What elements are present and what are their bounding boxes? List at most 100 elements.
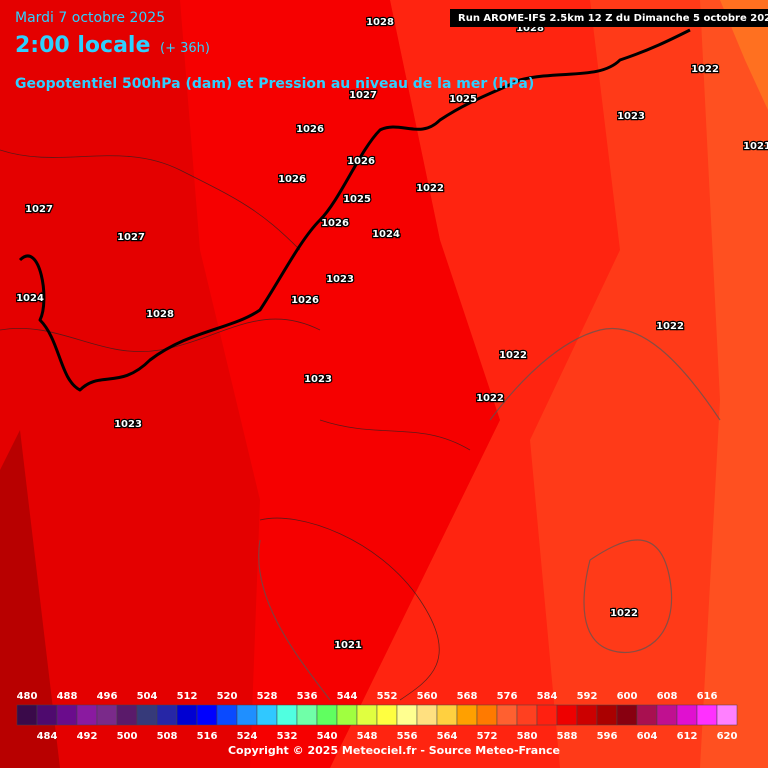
scale-label: 568 — [457, 691, 478, 702]
scale-swatch — [276, 704, 298, 726]
pressure-label: 1022 — [691, 64, 719, 75]
pressure-label: 1021 — [743, 141, 768, 152]
scale-label: 516 — [197, 731, 218, 742]
pressure-label: 1022 — [416, 183, 444, 194]
pressure-label: 1026 — [321, 218, 349, 229]
pressure-label: 1026 — [347, 156, 375, 167]
field-zone — [530, 0, 768, 768]
scale-swatch — [236, 704, 258, 726]
pressure-label: 1026 — [278, 174, 306, 185]
pressure-label: 1027 — [349, 90, 377, 101]
isohypse — [18, 28, 691, 392]
pressure-label: 1022 — [499, 350, 527, 361]
scale-swatch — [636, 704, 658, 726]
pressure-label: 1023 — [114, 419, 142, 430]
field-zone — [0, 430, 60, 768]
scale-swatch — [396, 704, 418, 726]
scale-label: 532 — [277, 731, 298, 742]
pressure-label: 1028 — [146, 309, 174, 320]
run-info: Run AROME-IFS 2.5km 12 Z du Dimanche 5 o… — [458, 13, 768, 24]
scale-label: 560 — [417, 691, 438, 702]
scale-label: 592 — [577, 691, 598, 702]
scale-swatch — [536, 704, 558, 726]
scale-label: 536 — [297, 691, 318, 702]
scale-label: 524 — [237, 731, 258, 742]
scale-swatch — [676, 704, 698, 726]
scale-label: 504 — [137, 691, 158, 702]
scale-swatch — [116, 704, 138, 726]
scale-label: 484 — [37, 731, 58, 742]
scale-label: 544 — [337, 691, 358, 702]
copyright: Copyright © 2025 Meteociel.fr - Source M… — [228, 744, 560, 757]
subtitle: Geopotentiel 500hPa (dam) et Pression au… — [15, 76, 534, 92]
scale-swatch — [196, 704, 218, 726]
scale-swatch — [56, 704, 78, 726]
scale-label: 572 — [477, 731, 498, 742]
scale-swatch — [76, 704, 98, 726]
pressure-label: 1026 — [296, 124, 324, 135]
scale-swatch — [616, 704, 638, 726]
scale-swatch — [696, 704, 718, 726]
scale-label: 580 — [517, 731, 538, 742]
pressure-label: 1025 — [343, 194, 371, 205]
scale-swatch — [316, 704, 338, 726]
scale-swatch — [136, 704, 158, 726]
scale-label: 548 — [357, 731, 378, 742]
scale-swatch — [156, 704, 178, 726]
scale-label: 616 — [697, 691, 718, 702]
scale-label: 576 — [497, 691, 518, 702]
run-box — [450, 9, 768, 27]
scale-label: 612 — [677, 731, 698, 742]
scale-label: 608 — [657, 691, 678, 702]
scale-label: 620 — [717, 731, 738, 742]
scale-swatch — [96, 704, 118, 726]
scale-label: 540 — [317, 731, 338, 742]
pressure-label: 1024 — [16, 293, 44, 304]
date: Mardi 7 octobre 2025 — [15, 10, 165, 26]
pressure-label: 1021 — [334, 640, 362, 651]
scale-swatch — [496, 704, 518, 726]
scale-swatch — [256, 704, 278, 726]
pressure-label: 1022 — [610, 608, 638, 619]
scale-swatch — [516, 704, 538, 726]
scale-swatch — [596, 704, 618, 726]
scale-label: 480 — [17, 691, 38, 702]
scale-swatch — [176, 704, 198, 726]
pressure-label: 1023 — [617, 111, 645, 122]
scale-swatch — [336, 704, 358, 726]
scale-swatch — [556, 704, 578, 726]
pressure-label: 1025 — [449, 94, 477, 105]
scale-swatch — [656, 704, 678, 726]
scale-swatch — [216, 704, 238, 726]
scale-label: 564 — [437, 731, 458, 742]
pressure-label: 1023 — [304, 374, 332, 385]
scale-swatch — [576, 704, 598, 726]
scale-label: 520 — [217, 691, 238, 702]
scale-label: 584 — [537, 691, 558, 702]
scale-label: 552 — [377, 691, 398, 702]
scale-label: 500 — [117, 731, 138, 742]
scale-swatch — [296, 704, 318, 726]
scale-swatch — [456, 704, 478, 726]
scale-label: 496 — [97, 691, 118, 702]
scale-swatch — [376, 704, 398, 726]
pressure-label: 1027 — [117, 232, 145, 243]
scale-label: 488 — [57, 691, 78, 702]
scale-label: 528 — [257, 691, 278, 702]
scale-label: 508 — [157, 731, 178, 742]
field-zone — [180, 0, 500, 768]
scale-swatch — [356, 704, 378, 726]
scale-label: 556 — [397, 731, 418, 742]
pressure-label: 1022 — [476, 393, 504, 404]
scale-swatch — [476, 704, 498, 726]
scale-swatch — [16, 704, 38, 726]
coastline — [258, 328, 721, 701]
scale-label: 600 — [617, 691, 638, 702]
pressure-label: 1028 — [366, 17, 394, 28]
scale-label: 596 — [597, 731, 618, 742]
pressure-label: 1023 — [326, 274, 354, 285]
scale-label: 604 — [637, 731, 658, 742]
field-zone — [700, 0, 768, 768]
scale-swatch — [36, 704, 58, 726]
